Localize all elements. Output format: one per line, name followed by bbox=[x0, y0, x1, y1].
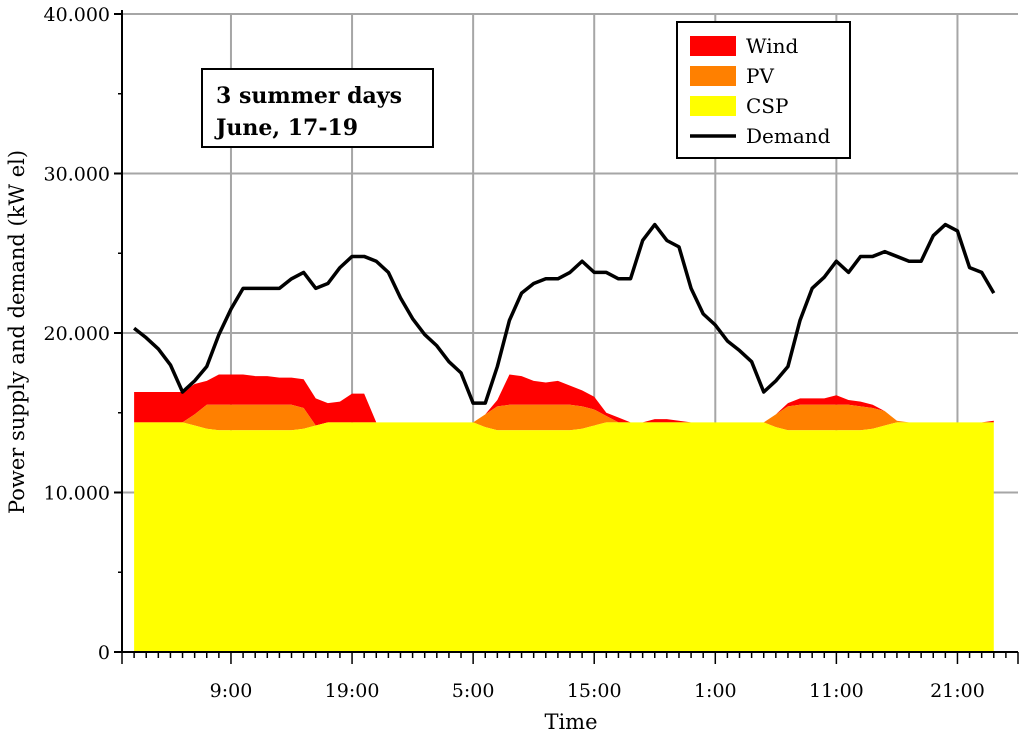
y-tick-label-2: 20.000 bbox=[44, 323, 110, 345]
y-tick-label-4: 40.000 bbox=[44, 4, 110, 26]
demand-line bbox=[133, 222, 996, 405]
area-csp bbox=[134, 422, 994, 652]
x-tick-label-3: 15:00 bbox=[567, 680, 622, 702]
x-axis-title: Time bbox=[544, 710, 597, 734]
axes bbox=[114, 10, 1019, 664]
x-tick-label-5: 11:00 bbox=[809, 680, 864, 702]
legend-swatch-csp bbox=[690, 96, 736, 116]
tick-labels: 0 10.000 20.000 30.000 40.000 9:00 19:00 5:00 15… bbox=[44, 4, 985, 702]
area-wind bbox=[134, 374, 994, 426]
y-tick-label-0: 0 bbox=[98, 642, 110, 664]
annotation-box: 3 summer days June, 17-19 bbox=[201, 68, 434, 148]
x-tick-label-1: 19:00 bbox=[325, 680, 380, 702]
annotation-frame bbox=[201, 68, 434, 148]
demand-line-group bbox=[133, 222, 996, 405]
area-pv bbox=[134, 404, 994, 431]
x-tick-label-0: 9:00 bbox=[210, 680, 253, 702]
legend-label-demand: Demand bbox=[746, 124, 831, 148]
x-tick-label-2: 5:00 bbox=[452, 680, 495, 702]
legend-label-wind: Wind bbox=[746, 34, 798, 58]
x-tick-label-6: 21:00 bbox=[930, 680, 985, 702]
legend-label-pv: PV bbox=[746, 64, 774, 88]
y-tick-label-1: 10.000 bbox=[44, 483, 110, 505]
legend-label-csp: CSP bbox=[746, 94, 788, 118]
plot-area: 0 10.000 20.000 30.000 40.000 9:00 19:00 5:00 15… bbox=[44, 4, 1019, 702]
x-tick-label-4: 1:00 bbox=[694, 680, 737, 702]
legend: Wind PV CSP Demand bbox=[676, 21, 851, 159]
stacked-areas bbox=[134, 374, 994, 652]
legend-swatch-pv bbox=[690, 66, 736, 86]
legend-swatch-wind bbox=[690, 36, 736, 56]
y-tick-label-3: 30.000 bbox=[44, 164, 110, 186]
y-axis-title: Power supply and demand (kW el) bbox=[5, 150, 29, 514]
annotation-line-1: 3 summer days bbox=[216, 83, 402, 109]
annotation-line-2: June, 17-19 bbox=[214, 115, 358, 141]
legend-items: Wind PV CSP Demand bbox=[690, 34, 831, 148]
